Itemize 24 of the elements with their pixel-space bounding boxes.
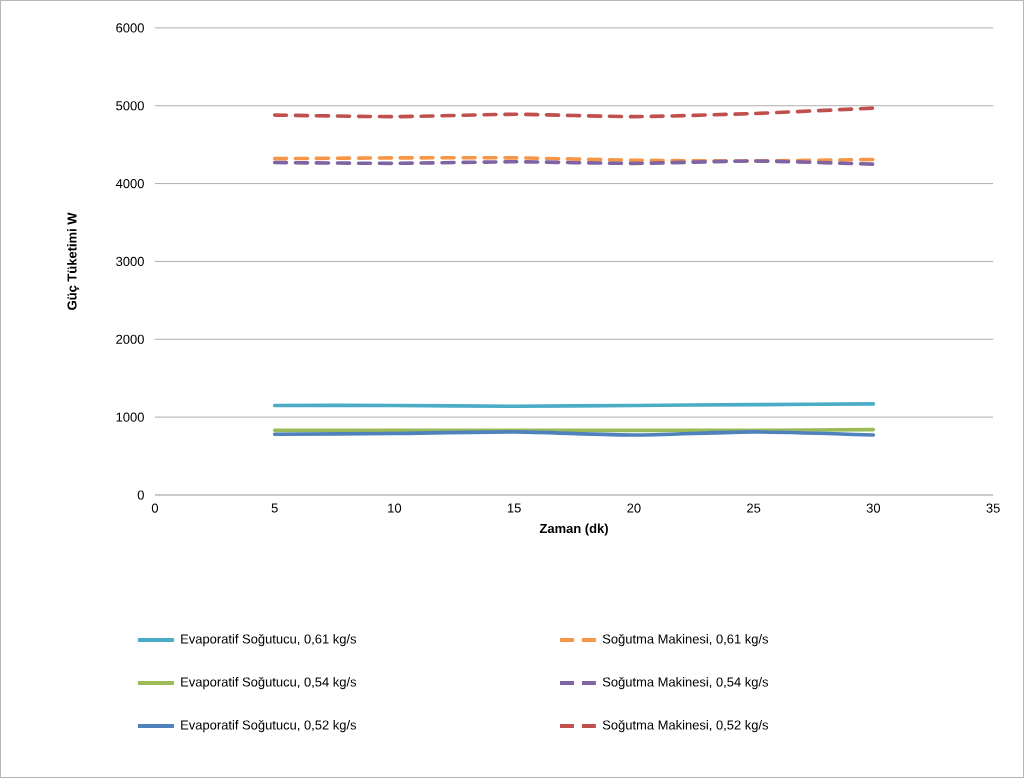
legend-label: Evaporatif Soğutucu, 0,54 kg/s	[181, 676, 357, 690]
y-tick-label: 0	[137, 490, 144, 500]
x-tick-label: 35	[986, 503, 1000, 513]
y-axis-title: Güç Tüketimi W	[67, 212, 80, 310]
y-tick-label: 3000	[116, 256, 144, 267]
y-tick-label: 1000	[116, 412, 144, 422]
x-tick-label: 30	[866, 503, 881, 513]
x-tick-label: 5	[271, 503, 278, 513]
x-tick-label: 20	[627, 503, 641, 513]
legend-label: Evaporatif Soğutucu, 0,52 kg/s	[181, 719, 357, 733]
line-series	[272, 106, 876, 119]
legend-label: Soğutma Makinesi, 0,61 kg/s	[602, 633, 769, 647]
legend-label: Soğutma Makinesi, 0,54 kg/s	[602, 676, 769, 690]
x-tick-label: 0	[151, 503, 159, 513]
legend-label: Evaporatif Soğutucu, 0,61 kg/s	[181, 633, 357, 647]
x-axis-title: Zaman (dk)	[539, 523, 608, 536]
y-tick-label: 4000	[115, 179, 144, 189]
y-tick-label: 2000	[116, 334, 144, 344]
y-tick-label: 6000	[116, 23, 144, 33]
y-tick-label: 5000	[116, 101, 144, 111]
x-tick-label: 15	[507, 503, 521, 513]
x-tick-label: 25	[747, 503, 761, 513]
legend-label: Soğutma Makinesi, 0,52 kg/s	[602, 719, 769, 733]
x-tick-label: 10	[388, 503, 402, 513]
